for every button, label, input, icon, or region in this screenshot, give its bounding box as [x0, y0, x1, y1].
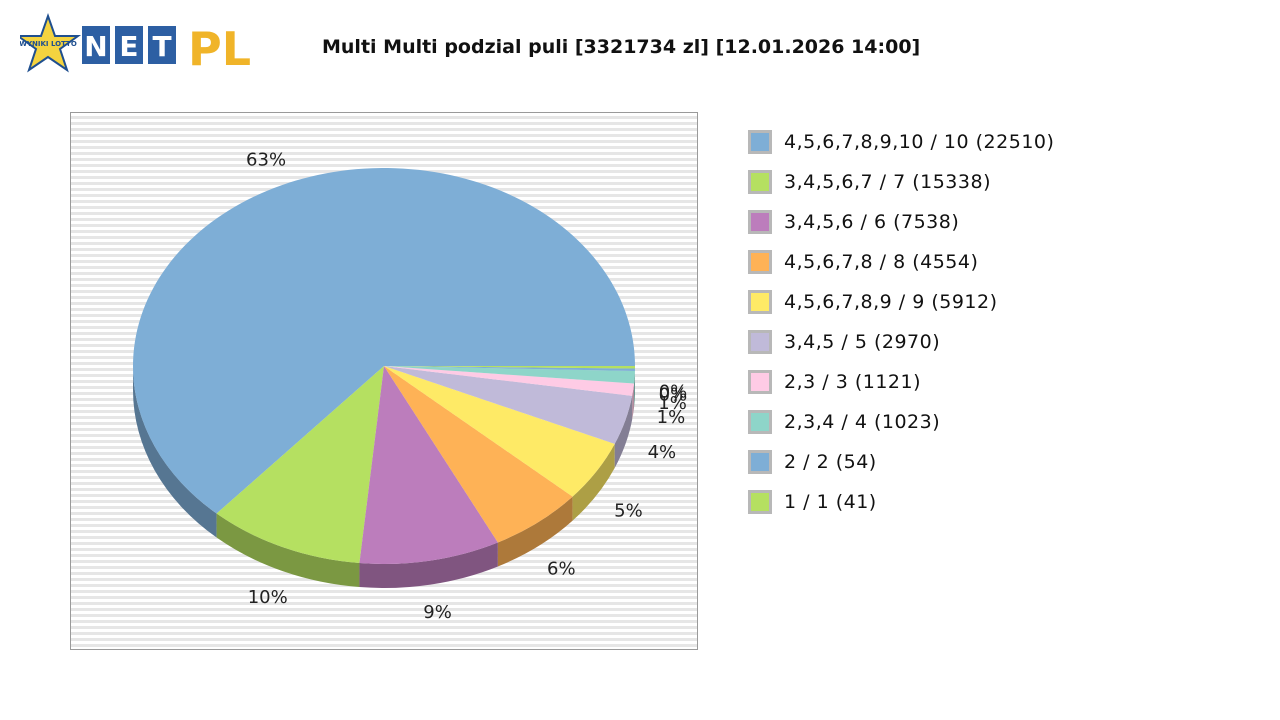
- legend-item: 3,4,5,6,7 / 7 (15338): [748, 162, 1054, 202]
- pie-side-6: [632, 383, 635, 420]
- legend-label: 1 / 1 (41): [784, 491, 877, 513]
- legend-item: 2 / 2 (54): [748, 442, 1054, 482]
- pie-side-1: [216, 513, 360, 588]
- pie-percent-label-4: 5%: [614, 501, 643, 522]
- legend-label: 3,4,5,6,7 / 7 (15338): [784, 171, 991, 193]
- pie-percent-label-2: 9%: [423, 602, 452, 623]
- pie-percent-label-0: 63%: [246, 150, 286, 171]
- pie-side-walls: [133, 366, 635, 588]
- legend-item: 4,5,6,7,8 / 8 (4554): [748, 242, 1054, 282]
- pie-side-3: [497, 496, 573, 567]
- logo-box-n: [82, 26, 110, 64]
- pie-side-4: [572, 443, 615, 521]
- legend-label: 4,5,6,7,8,9 / 9 (5912): [784, 291, 998, 313]
- pie-slice-2: [359, 366, 498, 564]
- pie-slice-9: [384, 366, 635, 369]
- pie-percent-label-6: 1%: [657, 407, 686, 428]
- legend-item: 3,4,5 / 5 (2970): [748, 322, 1054, 362]
- legend-swatch: [748, 170, 772, 194]
- legend-swatch: [748, 130, 772, 154]
- pie-chart: 63%10%9%6%5%4%1%1%0%0%: [133, 150, 688, 623]
- pie-percent-label-7: 1%: [658, 393, 687, 414]
- logo-box-e: [115, 26, 143, 64]
- pie-slice-4: [384, 366, 615, 497]
- logo-letter-e: E: [119, 30, 138, 63]
- pie-slice-1: [216, 366, 384, 564]
- legend-item: 4,5,6,7,8,9,10 / 10 (22510): [748, 122, 1054, 162]
- star-badge-icon: WYNIKI LOTTO: [14, 12, 82, 73]
- legend-swatch: [748, 290, 772, 314]
- pie-percent-label-5: 4%: [648, 442, 677, 463]
- legend-label: 4,5,6,7,8,9,10 / 10 (22510): [784, 131, 1055, 153]
- legend-item: 2,3 / 3 (1121): [748, 362, 1054, 402]
- legend-label: 4,5,6,7,8 / 8 (4554): [784, 251, 979, 273]
- legend-label: 2,3 / 3 (1121): [784, 371, 922, 393]
- legend-swatch: [748, 210, 772, 234]
- legend-label: 2 / 2 (54): [784, 451, 877, 473]
- logo-letters-pl: PL: [188, 22, 251, 76]
- pie-side-0: [133, 366, 217, 538]
- pie-slice-6: [384, 366, 635, 396]
- netpl-logo: WYNIKI LOTTO N E T PL: [14, 10, 265, 80]
- legend-item: 1 / 1 (41): [748, 482, 1054, 522]
- pie-slice-0: [133, 168, 635, 514]
- pie-percent-label-3: 6%: [547, 558, 576, 579]
- legend-item: 2,3,4 / 4 (1023): [748, 402, 1054, 442]
- pie-percent-label-8: 0%: [659, 384, 688, 405]
- pie-slice-7: [384, 366, 635, 384]
- pie-slice-5: [384, 366, 633, 444]
- legend-item: 3,4,5,6 / 6 (7538): [748, 202, 1054, 242]
- legend-swatch: [748, 330, 772, 354]
- pie-side-2: [359, 542, 498, 588]
- badge-text: WYNIKI LOTTO: [20, 40, 77, 48]
- plot-area: 63% 10% 9% 6% 5% 4% 1% 1% 0% 0%: [70, 112, 698, 650]
- legend-swatch: [748, 370, 772, 394]
- logo-box-t: [148, 26, 176, 64]
- logo-letter-n: N: [84, 30, 107, 63]
- pie-side-5: [614, 395, 633, 468]
- legend-swatch: [748, 490, 772, 514]
- legend-swatch: [748, 450, 772, 474]
- pie-side-7: [634, 371, 635, 408]
- pie-slice-3: [384, 366, 573, 543]
- pie-percent-label-1: 10%: [248, 587, 288, 608]
- legend-swatch: [748, 410, 772, 434]
- legend-swatch: [748, 250, 772, 274]
- pie-percent-label-9: 0%: [659, 381, 688, 402]
- pie-slice-8: [384, 366, 635, 372]
- legend-label: 3,4,5,6 / 6 (7538): [784, 211, 960, 233]
- legend-label: 2,3,4 / 4 (1023): [784, 411, 941, 433]
- chart-title: Multi Multi podzial puli [3321734 zl] [1…: [322, 36, 921, 58]
- legend-label: 3,4,5 / 5 (2970): [784, 331, 941, 353]
- legend: 4,5,6,7,8,9,10 / 10 (22510) 3,4,5,6,7 / 7…: [748, 122, 1054, 522]
- legend-item: 4,5,6,7,8,9 / 9 (5912): [748, 282, 1054, 322]
- logo-letter-t: T: [152, 30, 171, 63]
